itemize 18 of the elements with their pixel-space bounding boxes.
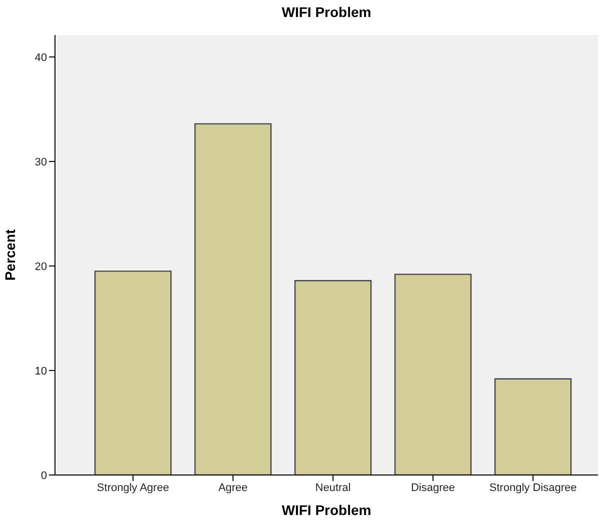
x-tick-label: Strongly Agree <box>96 482 170 494</box>
bar <box>294 280 372 475</box>
x-tick-label: Agree <box>218 482 248 494</box>
y-tick-label: 10 <box>34 365 47 378</box>
bar <box>94 270 172 475</box>
x-tick-label: Neutral <box>315 482 351 494</box>
x-tick-label: Strongly Disagree <box>489 482 577 494</box>
bar <box>394 274 472 475</box>
bar <box>494 378 572 475</box>
bar <box>194 123 272 475</box>
y-axis-title: Percent <box>2 228 18 281</box>
x-axis-title: WIFI Problem <box>282 502 372 518</box>
y-tick-label: 20 <box>34 260 47 273</box>
y-tick-label: 30 <box>34 156 47 168</box>
chart-title: WIFI Problem <box>280 4 372 20</box>
y-tick-label: 40 <box>34 52 47 64</box>
x-tick-label: Disagree <box>410 482 456 494</box>
y-tick-label: 0 <box>40 470 47 482</box>
